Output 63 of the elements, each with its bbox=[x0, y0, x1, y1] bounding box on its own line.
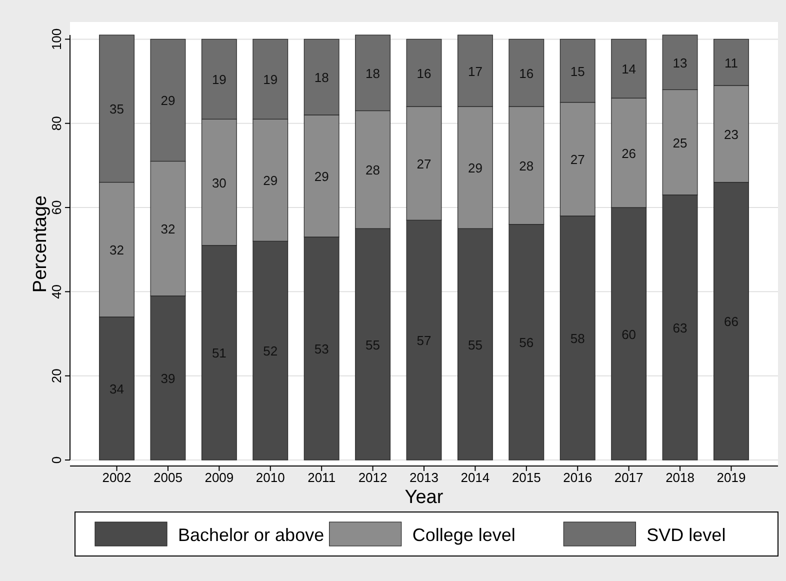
y-tick-label: 60 bbox=[49, 200, 64, 215]
x-tick-label: 2010 bbox=[256, 470, 285, 485]
data-label: 35 bbox=[110, 102, 124, 117]
data-label: 18 bbox=[366, 66, 380, 81]
data-label: 16 bbox=[416, 66, 432, 81]
data-label: 30 bbox=[212, 175, 226, 190]
data-label: 13 bbox=[672, 55, 688, 70]
x-tick-label: 2018 bbox=[666, 470, 694, 485]
data-label: 55 bbox=[468, 337, 482, 352]
data-label: 56 bbox=[519, 335, 534, 350]
data-label: 16 bbox=[519, 66, 534, 81]
data-label: 32 bbox=[160, 222, 176, 237]
data-label: 60 bbox=[622, 326, 636, 342]
x-tick-label: 2016 bbox=[563, 470, 592, 485]
x-tick-label: 2002 bbox=[102, 470, 132, 485]
data-label: 34 bbox=[110, 381, 124, 396]
x-tick-label: 2013 bbox=[410, 470, 438, 485]
legend-label: SVD level bbox=[646, 525, 726, 545]
y-tick-label: 100 bbox=[49, 28, 64, 50]
y-tick-label: 0 bbox=[49, 456, 64, 464]
data-label: 28 bbox=[366, 162, 380, 178]
data-label: 28 bbox=[519, 158, 534, 174]
x-axis-title: Year bbox=[404, 487, 444, 508]
data-label: 57 bbox=[416, 333, 432, 348]
data-label: 32 bbox=[110, 242, 124, 258]
data-label: 19 bbox=[212, 72, 226, 88]
x-tick-label: 2014 bbox=[460, 470, 490, 485]
x-tick-label: 2019 bbox=[716, 470, 746, 485]
data-label: 27 bbox=[416, 156, 432, 172]
data-label: 63 bbox=[672, 320, 688, 336]
x-tick-label: 2012 bbox=[358, 470, 388, 485]
data-label: 66 bbox=[724, 314, 738, 330]
x-tick-label: 2017 bbox=[614, 470, 644, 485]
data-label: 23 bbox=[724, 126, 738, 142]
x-tick-label: 2009 bbox=[204, 470, 234, 485]
data-label: 25 bbox=[672, 135, 688, 150]
x-tick-label: 2015 bbox=[512, 470, 541, 485]
data-label: 55 bbox=[366, 337, 380, 352]
data-label: 58 bbox=[570, 330, 585, 346]
data-label: 29 bbox=[160, 93, 176, 108]
data-label: 29 bbox=[314, 168, 329, 184]
data-label: 53 bbox=[314, 341, 329, 356]
legend-label: College level bbox=[412, 525, 516, 545]
legend-label: Bachelor or above bbox=[178, 525, 324, 545]
data-label: 29 bbox=[263, 173, 278, 188]
data-label: 51 bbox=[212, 346, 226, 361]
data-label: 18 bbox=[314, 70, 329, 86]
y-tick-label: 80 bbox=[49, 116, 64, 131]
y-tick-label: 20 bbox=[49, 368, 64, 384]
data-label: 11 bbox=[724, 55, 738, 70]
data-label: 19 bbox=[263, 72, 278, 88]
data-label: 27 bbox=[570, 152, 585, 168]
y-axis-title: Percentage bbox=[30, 195, 51, 293]
x-tick-label: 2011 bbox=[308, 470, 336, 485]
data-label: 39 bbox=[160, 370, 176, 386]
data-label: 29 bbox=[468, 160, 482, 176]
x-tick-label: 2005 bbox=[154, 470, 182, 485]
data-label: 15 bbox=[570, 64, 585, 79]
data-label: 14 bbox=[622, 62, 636, 77]
data-label: 52 bbox=[263, 344, 278, 359]
data-label: 26 bbox=[622, 146, 636, 161]
y-tick-label: 40 bbox=[49, 284, 64, 299]
data-label: 17 bbox=[468, 64, 482, 79]
